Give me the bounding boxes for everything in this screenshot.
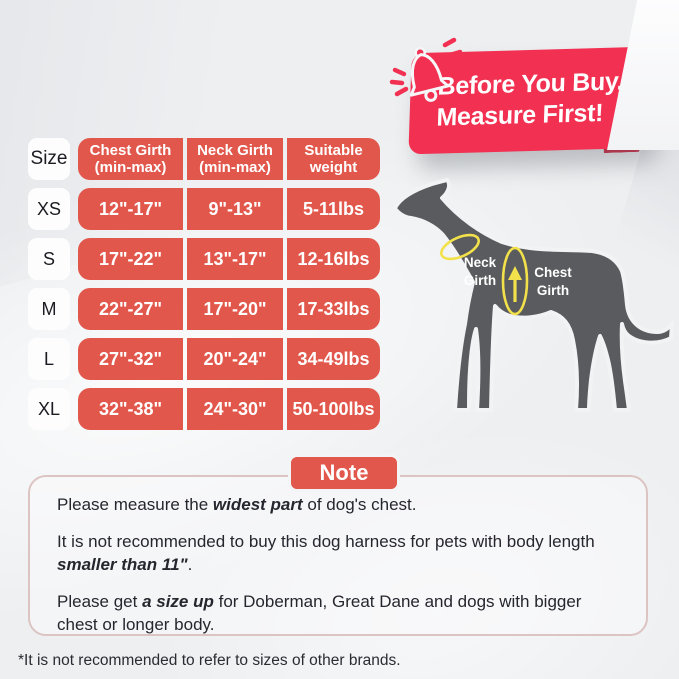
weight-value: 50-100lbs <box>287 388 380 430</box>
neck-girth-label: Neck Girth <box>463 255 497 288</box>
size-label: S <box>28 238 70 280</box>
banner-line1: Before You Buy, <box>437 67 624 101</box>
size-label: XS <box>28 188 70 230</box>
neck-value: 9"-13" <box>187 188 283 230</box>
chest-value: 22"-27" <box>78 288 183 330</box>
neck-value: 24"-30" <box>187 388 283 430</box>
size-table: Size Chest Girth (min-max) Neck Girth (m… <box>28 138 380 438</box>
note-title-tab: Note <box>288 454 400 492</box>
table-row: L 27"-32" 20"-24" 34-49lbs <box>28 338 380 380</box>
table-row: XS 12"-17" 9"-13" 5-11lbs <box>28 188 380 230</box>
size-label: M <box>28 288 70 330</box>
size-label: L <box>28 338 70 380</box>
neck-value: 13"-17" <box>187 238 283 280</box>
note-emphasis: a size up <box>142 592 214 612</box>
note-emphasis: smaller than 11" <box>57 554 188 574</box>
neck-value: 17"-20" <box>187 288 283 330</box>
weight-value: 17-33lbs <box>287 288 380 330</box>
note-item: Please measure the widest part of dog's … <box>57 495 417 514</box>
chest-value: 17"-22" <box>78 238 183 280</box>
header-suitable-weight: Suitable weight <box>287 138 380 180</box>
bell-icon <box>389 37 463 102</box>
note-emphasis: widest part <box>212 495 303 514</box>
chest-girth-label: Chest Girth <box>534 265 572 298</box>
banner-line2: Measure First! <box>436 98 604 132</box>
size-label: XL <box>28 388 70 430</box>
header-chest-girth: Chest Girth (min-max) <box>78 138 183 180</box>
table-row: M 22"-27" 17"-20" 17-33lbs <box>28 288 380 330</box>
header-size: Size <box>28 138 70 180</box>
chest-value: 27"-32" <box>78 338 183 380</box>
neck-value: 20"-24" <box>187 338 283 380</box>
table-row: S 17"-22" 13"-17" 12-16lbs <box>28 238 380 280</box>
footnote: *It is not recommended to refer to sizes… <box>18 652 401 669</box>
chest-value: 32"-38" <box>78 388 183 430</box>
header-neck-girth: Neck Girth (min-max) <box>187 138 283 180</box>
note-item: Please get a size up for Doberman, Great… <box>57 592 582 634</box>
weight-value: 5-11lbs <box>287 188 380 230</box>
weight-value: 34-49lbs <box>287 338 380 380</box>
weight-value: 12-16lbs <box>287 238 380 280</box>
chest-value: 12"-17" <box>78 188 183 230</box>
table-header-row: Size Chest Girth (min-max) Neck Girth (m… <box>28 138 380 180</box>
header-group: Chest Girth (min-max) Neck Girth (min-ma… <box>78 138 380 180</box>
note-item: It is not recommended to buy this dog ha… <box>57 532 595 574</box>
note-body: Please measure the widest part of dog's … <box>57 494 623 651</box>
table-row: XL 32"-38" 24"-30" 50-100lbs <box>28 388 380 430</box>
